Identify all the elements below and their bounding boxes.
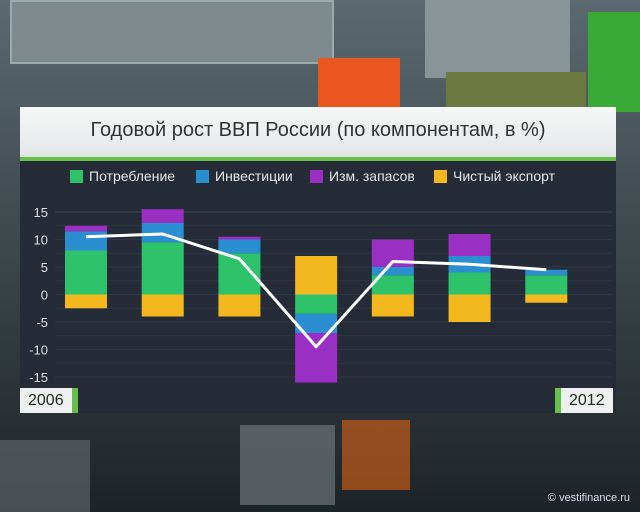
legend-label-inventory: Изм. запасов	[329, 168, 415, 184]
chart-panel: Потребление Инвестиции Изм. запасов Чист…	[20, 161, 616, 413]
chart-title: Годовой рост ВВП России (по компонентам,…	[90, 119, 546, 141]
legend-swatch-net-export	[434, 169, 447, 183]
legend-label-consumption: Потребление	[89, 168, 176, 184]
legend-swatch-consumption	[70, 169, 83, 183]
bg-panel-top-left	[10, 0, 334, 64]
bg-screen-box	[425, 0, 570, 78]
bg-green-box	[588, 12, 640, 112]
year-label-start: 2006	[20, 388, 78, 413]
bg-bottom-orange	[342, 420, 410, 490]
bg-bottom-left	[0, 440, 90, 512]
watermark: © vestifinance.ru	[547, 492, 630, 504]
legend-swatch-investment	[196, 169, 209, 183]
bg-orange-box	[318, 58, 400, 108]
legend-label-net-export: Чистый экспорт	[453, 168, 556, 184]
legend-item-net-export: Чистый экспорт	[434, 168, 555, 184]
legend-item-investment: Инвестиции	[196, 168, 293, 184]
title-panel: Годовой рост ВВП России (по компонентам,…	[20, 107, 616, 161]
legend-swatch-inventory	[310, 169, 323, 183]
legend-label-investment: Инвестиции	[215, 168, 293, 184]
legend-item-consumption: Потребление	[70, 168, 175, 184]
year-label-end: 2012	[555, 388, 613, 413]
bg-bottom-box	[240, 425, 335, 505]
bg-green-side	[446, 72, 586, 108]
legend-item-inventory: Изм. запасов	[310, 168, 415, 184]
